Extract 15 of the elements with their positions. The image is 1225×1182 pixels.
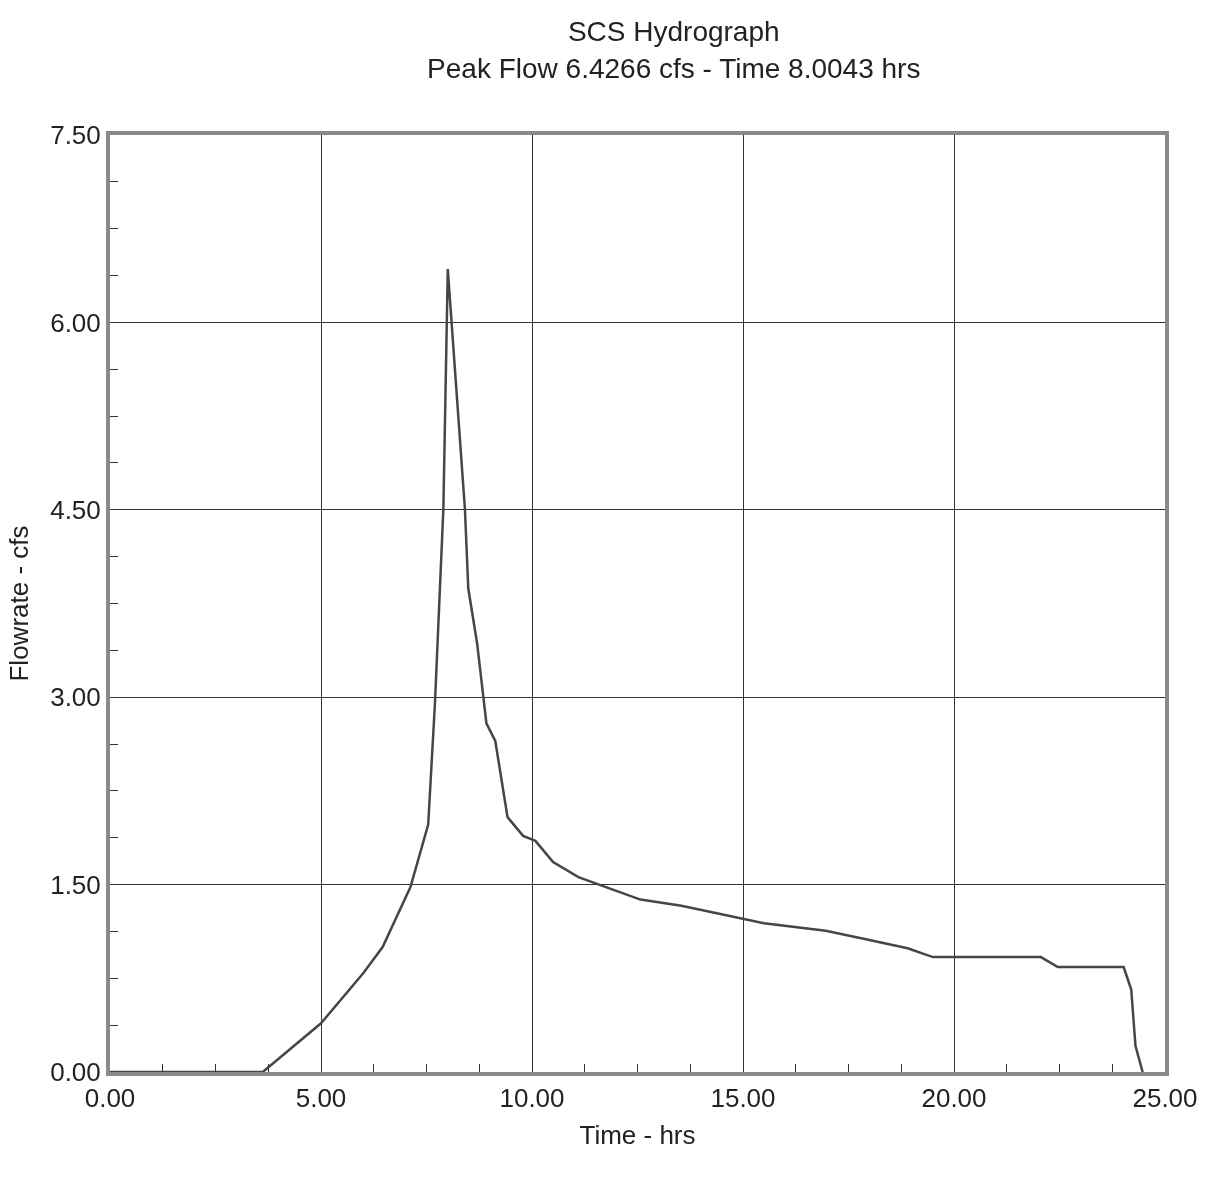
- y-tick-label: 3.00: [50, 682, 101, 713]
- line-series: [110, 267, 1144, 1072]
- y-tick-label: 7.50: [50, 120, 101, 151]
- x-tick-label: 5.00: [295, 1083, 347, 1114]
- y-tick-label: 4.50: [50, 494, 101, 525]
- y-tick-label: 6.00: [50, 307, 101, 338]
- y-axis-title: Flowrate - cfs: [4, 525, 35, 682]
- y-tick-label: 1.50: [50, 869, 101, 900]
- x-tick-label: 10.00: [499, 1083, 565, 1114]
- x-tick-label: 20.00: [921, 1083, 987, 1114]
- x-axis-title: Time - hrs: [579, 1120, 696, 1151]
- x-tick-label: 25.00: [1132, 1083, 1198, 1114]
- chart-subtitle: Peak Flow 6.4266 cfs - Time 8.0043 hrs: [427, 52, 921, 84]
- x-tick-label: 15.00: [710, 1083, 776, 1114]
- chart-title: SCS Hydrograph: [567, 16, 780, 48]
